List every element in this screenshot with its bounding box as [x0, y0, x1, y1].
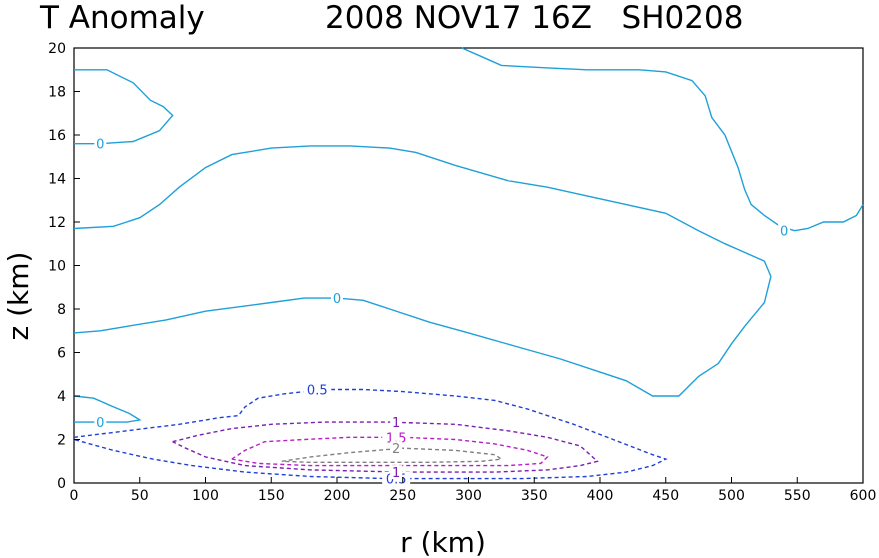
x-tick-label: 300: [455, 488, 482, 504]
y-tick-label: 2: [57, 433, 66, 449]
y-axis-label: z (km): [2, 252, 35, 341]
contour-line-0-1: [73, 145, 772, 397]
y-tick-label: 18: [48, 85, 66, 101]
contour-label-1: 0: [333, 292, 341, 307]
y-tick-label: 0: [57, 476, 66, 492]
y-tick-label: 4: [57, 389, 66, 405]
contour-line-2-7: [281, 447, 504, 463]
x-tick-label: 100: [192, 488, 219, 504]
contour-label-bg: [778, 223, 791, 238]
y-tick-label: 10: [48, 259, 66, 275]
contour-line-0.5-4: [73, 388, 668, 480]
contour-label-9: 2: [392, 442, 400, 457]
contour-label-bg: [390, 415, 403, 430]
y-axis: 0 2 4 6 8 10 12 14 16 18 20: [48, 41, 80, 492]
x-tick-label: 450: [652, 488, 679, 504]
x-axis-label: r (km): [400, 526, 486, 558]
y-tick-label: 20: [48, 41, 66, 57]
contour-label-bg: [390, 441, 403, 456]
contour-line-1.5-6: [231, 436, 549, 467]
y-tick-label: 12: [48, 215, 66, 231]
y-tick-label: 14: [48, 172, 66, 188]
x-axis: 0 50 100 150 200 250 300 350 400 450 500 550 600: [70, 477, 877, 504]
x-tick-label: 550: [784, 488, 811, 504]
contour-line-0-3: [73, 395, 142, 423]
y-tick-label: 16: [48, 128, 66, 144]
chart-title-left: T Anomaly: [39, 0, 205, 36]
contour-label-0: 0: [96, 138, 104, 153]
chart-title-right: 2008 NOV17 16Z SH0208: [325, 0, 743, 36]
contour-label-4: 0.5: [307, 383, 328, 398]
x-tick-label: 50: [131, 488, 149, 504]
contour-label-bg: [331, 291, 343, 306]
contour-label-bg: [390, 465, 403, 480]
plot-frame: [73, 47, 864, 484]
contour-label-bg: [382, 430, 411, 445]
contour-label-bg: [94, 136, 107, 151]
x-tick-label: 500: [718, 488, 745, 504]
y-tick-label: 6: [57, 346, 66, 362]
contour-layer: [73, 47, 864, 480]
contour-label-bg: [94, 415, 107, 430]
x-tick-label: 250: [389, 488, 416, 504]
contour-line-0-0: [74, 69, 174, 145]
x-tick-label: 200: [324, 488, 351, 504]
contour-label-3: 0: [96, 416, 104, 431]
x-tick-label: 350: [521, 488, 548, 504]
x-tick-label: 0: [70, 488, 79, 504]
x-tick-label: 600: [850, 488, 877, 504]
x-tick-label: 150: [258, 488, 285, 504]
contour-label-7: 1: [392, 466, 400, 481]
contour-line-0-2: [461, 47, 864, 232]
y-tick-label: 8: [57, 302, 66, 318]
contour-line-1-5: [172, 421, 599, 473]
x-tick-label: 400: [587, 488, 614, 504]
contour-label-bg: [303, 382, 332, 397]
contour-label-6: 1: [392, 416, 400, 431]
contour-label-2: 0: [780, 225, 788, 240]
